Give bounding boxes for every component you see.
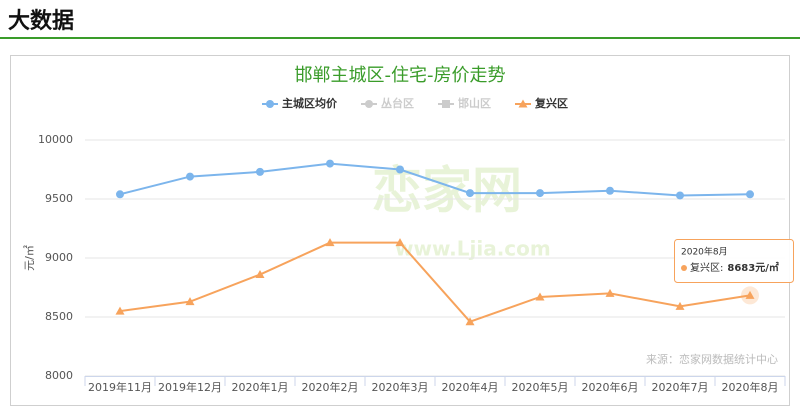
point bbox=[256, 167, 264, 176]
legend-label: 丛台区 bbox=[381, 96, 414, 110]
point bbox=[395, 238, 405, 247]
legend-marker bbox=[518, 99, 528, 108]
tooltip-dot bbox=[681, 265, 687, 271]
point bbox=[535, 292, 545, 301]
chart-frame bbox=[10, 55, 790, 406]
y-axis-label: 元/㎡ bbox=[23, 245, 36, 271]
legend-marker bbox=[442, 100, 450, 108]
x-tick-label: 2020年1月 bbox=[232, 380, 289, 394]
x-tick-label: 2020年3月 bbox=[372, 380, 429, 394]
legend-marker bbox=[266, 100, 274, 108]
x-tick-label: 2019年11月 bbox=[88, 380, 152, 394]
point bbox=[745, 290, 755, 299]
legend-marker bbox=[365, 100, 373, 108]
point bbox=[396, 165, 404, 174]
tooltip-value: 8683元/㎡ bbox=[727, 261, 778, 274]
x-tick-label: 2020年7月 bbox=[652, 380, 709, 394]
chart-title: 邯郸主城区-住宅-房价走势 bbox=[295, 65, 506, 86]
point bbox=[465, 317, 475, 326]
header-title: 大数据 bbox=[8, 8, 74, 34]
x-tick-label: 2020年5月 bbox=[512, 380, 569, 394]
watermark: 恋家网 bbox=[372, 162, 522, 220]
y-tick-label: 10000 bbox=[38, 133, 73, 146]
x-tick-label: 2020年4月 bbox=[442, 380, 499, 394]
tooltip-title: 2020年8月 bbox=[681, 246, 728, 258]
y-tick-label: 8000 bbox=[45, 369, 73, 382]
x-tick-label: 2020年2月 bbox=[302, 380, 359, 394]
point bbox=[255, 270, 265, 279]
legend-label: 复兴区 bbox=[534, 96, 568, 110]
x-tick-label: 2020年6月 bbox=[582, 380, 639, 394]
point bbox=[466, 189, 474, 198]
point bbox=[185, 297, 195, 306]
point bbox=[675, 301, 685, 310]
series-line bbox=[119, 162, 751, 197]
series-line bbox=[119, 241, 751, 323]
header-rule bbox=[0, 37, 800, 39]
point bbox=[605, 288, 615, 297]
point bbox=[115, 306, 125, 315]
point bbox=[676, 191, 684, 200]
watermark-url: www.Ljia.com bbox=[395, 237, 551, 261]
y-tick-label: 9000 bbox=[45, 251, 73, 264]
point bbox=[326, 159, 334, 168]
point bbox=[186, 172, 194, 181]
point bbox=[116, 190, 124, 199]
point bbox=[536, 189, 544, 198]
legend-label: 主城区均价 bbox=[282, 96, 338, 110]
legend-label: 邯山区 bbox=[458, 96, 491, 110]
point bbox=[746, 190, 754, 199]
point bbox=[325, 238, 335, 247]
point bbox=[606, 186, 614, 195]
tooltip-label: 复兴区: bbox=[690, 261, 723, 274]
y-tick-label: 9500 bbox=[45, 192, 73, 205]
x-tick-label: 2019年12月 bbox=[158, 380, 222, 394]
tooltip-box bbox=[674, 239, 794, 283]
x-tick-label: 2020年8月 bbox=[722, 380, 779, 394]
y-tick-label: 8500 bbox=[45, 310, 73, 323]
source: 来源：恋家网数据统计中心 bbox=[646, 352, 778, 366]
